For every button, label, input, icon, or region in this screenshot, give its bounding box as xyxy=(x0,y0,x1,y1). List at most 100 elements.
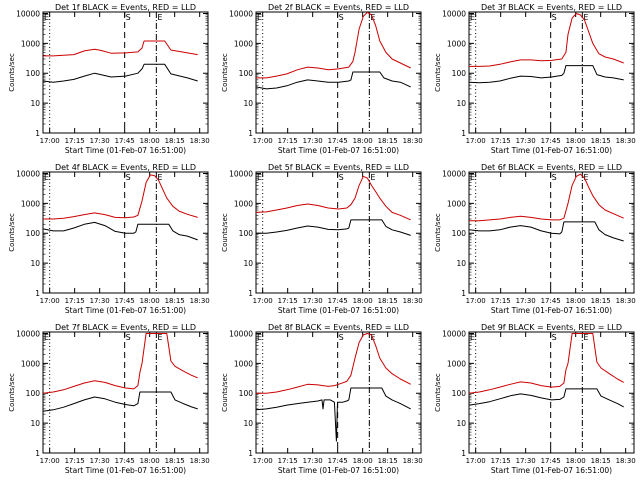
x-axis-label: Start Time (01-Feb-07 16:51:00) xyxy=(278,466,399,475)
chart-panel-3: 1 10 100 1000 10000 17:00 17:15 17:30 17:45 18:00… xyxy=(434,3,636,155)
y-tick-label: 100 xyxy=(452,389,467,398)
plot-frame xyxy=(255,171,422,294)
y-axis-label: Counts/sec xyxy=(8,373,16,412)
y-axis-label: Counts/sec xyxy=(434,213,442,252)
chart-title: Det 4f BLACK = Events, RED = LLD xyxy=(55,163,196,172)
series-line-red xyxy=(469,173,624,222)
series-line-red xyxy=(256,12,411,79)
flag-label-2: S xyxy=(552,173,557,182)
y-tick-label: 100 xyxy=(239,229,254,238)
flag-label-1: E xyxy=(470,333,475,342)
y-tick-label: 10 xyxy=(456,99,466,108)
x-tick-label: 17:00 xyxy=(466,457,486,465)
x-tick-label: 18:30 xyxy=(190,137,210,145)
x-tick-label: 18:30 xyxy=(616,137,636,145)
y-tick-label: 10000 xyxy=(16,9,40,18)
x-tick-label: 17:15 xyxy=(278,457,298,465)
chart-title: Det 5f BLACK = Events, RED = LLD xyxy=(268,163,409,172)
flag-label-2: S xyxy=(126,13,131,22)
x-tick-label: 18:00 xyxy=(566,137,586,145)
y-tick-label: 100 xyxy=(26,229,41,238)
flag-label-2: S xyxy=(552,13,557,22)
flag-label-3: E xyxy=(157,13,162,22)
plot-frame xyxy=(468,11,635,134)
flag-label-1: E xyxy=(257,173,262,182)
y-tick-label: 1000 xyxy=(447,359,466,368)
series-line-black xyxy=(256,71,411,90)
y-tick-label: 10000 xyxy=(229,169,253,178)
flag-label-2: S xyxy=(126,333,131,342)
x-tick-label: 17:15 xyxy=(65,297,85,305)
x-tick-label: 17:00 xyxy=(253,297,273,305)
y-axis-label: Counts/sec xyxy=(434,373,442,412)
x-tick-label: 17:45 xyxy=(541,297,561,305)
y-tick-label: 1000 xyxy=(447,39,466,48)
chart-title: Det 2f BLACK = Events, RED = LLD xyxy=(268,3,409,12)
y-tick-label: 100 xyxy=(452,69,467,78)
y-axis-label: Counts/sec xyxy=(221,373,229,412)
x-tick-label: 17:45 xyxy=(541,457,561,465)
flag-label-3: E xyxy=(583,13,588,22)
x-tick-label: 17:30 xyxy=(303,297,323,305)
x-tick-label: 17:00 xyxy=(253,137,273,145)
series-line-black xyxy=(43,221,198,241)
flag-label-2: S xyxy=(339,13,344,22)
chart-title: Det 6f BLACK = Events, RED = LLD xyxy=(481,163,622,172)
chart-panel-4: 1 10 100 1000 10000 17:00 17:15 17:30 17:45 18:00… xyxy=(8,163,210,315)
flag-label-1: E xyxy=(470,13,475,22)
y-tick-label: 1 xyxy=(248,289,253,298)
series-line-black xyxy=(469,221,624,242)
chart-panel-2: 1 10 100 1000 10000 17:00 17:15 17:30 17:45 18:00… xyxy=(221,3,423,155)
x-tick-label: 17:45 xyxy=(115,457,135,465)
x-tick-label: 17:00 xyxy=(40,137,60,145)
series-line-red xyxy=(256,175,411,221)
flag-label-1: E xyxy=(44,173,49,182)
flag-label-1: E xyxy=(44,333,49,342)
x-tick-label: 18:00 xyxy=(140,457,160,465)
x-tick-label: 17:00 xyxy=(466,297,486,305)
y-tick-label: 1000 xyxy=(234,39,253,48)
x-tick-label: 17:15 xyxy=(491,137,511,145)
y-tick-label: 10 xyxy=(30,99,40,108)
series-line-red xyxy=(43,333,198,394)
x-axis-label: Start Time (01-Feb-07 16:51:00) xyxy=(491,146,612,155)
y-tick-label: 1 xyxy=(461,449,466,458)
y-tick-label: 100 xyxy=(452,229,467,238)
series-line-red xyxy=(469,333,624,394)
series-line-red xyxy=(256,333,411,394)
y-tick-label: 10000 xyxy=(442,329,466,338)
series-line-black xyxy=(43,391,198,412)
x-tick-label: 18:30 xyxy=(403,137,423,145)
y-tick-label: 10000 xyxy=(229,329,253,338)
y-tick-label: 10 xyxy=(243,259,253,268)
plot-frame xyxy=(42,171,209,294)
x-tick-label: 18:00 xyxy=(140,137,160,145)
flag-label-1: E xyxy=(470,173,475,182)
x-tick-label: 17:15 xyxy=(65,137,85,145)
x-tick-label: 17:00 xyxy=(253,457,273,465)
y-tick-label: 1 xyxy=(35,449,40,458)
x-tick-label: 18:00 xyxy=(566,457,586,465)
chart-panel-6: 1 10 100 1000 10000 17:00 17:15 17:30 17:45 18:00… xyxy=(434,163,636,315)
x-tick-label: 17:30 xyxy=(90,137,110,145)
x-axis-label: Start Time (01-Feb-07 16:51:00) xyxy=(65,306,186,315)
flag-label-2: S xyxy=(126,173,131,182)
x-tick-label: 17:45 xyxy=(328,297,348,305)
x-tick-label: 18:15 xyxy=(591,457,611,465)
x-tick-label: 18:00 xyxy=(353,137,373,145)
flag-label-1: E xyxy=(257,13,262,22)
chart-title: Det 7f BLACK = Events, RED = LLD xyxy=(55,323,196,332)
y-tick-label: 10000 xyxy=(442,169,466,178)
y-tick-label: 1000 xyxy=(21,39,40,48)
x-tick-label: 17:45 xyxy=(328,457,348,465)
chart-title: Det 1f BLACK = Events, RED = LLD xyxy=(55,3,196,12)
y-axis-label: Counts/sec xyxy=(221,213,229,252)
y-tick-label: 1000 xyxy=(447,199,466,208)
y-tick-label: 10000 xyxy=(442,9,466,18)
x-tick-label: 17:15 xyxy=(491,457,511,465)
y-tick-label: 10 xyxy=(243,419,253,428)
x-tick-label: 17:45 xyxy=(115,297,135,305)
chart-title: Det 8f BLACK = Events, RED = LLD xyxy=(268,323,409,332)
plot-frame xyxy=(255,11,422,134)
x-axis-label: Start Time (01-Feb-07 16:51:00) xyxy=(278,306,399,315)
